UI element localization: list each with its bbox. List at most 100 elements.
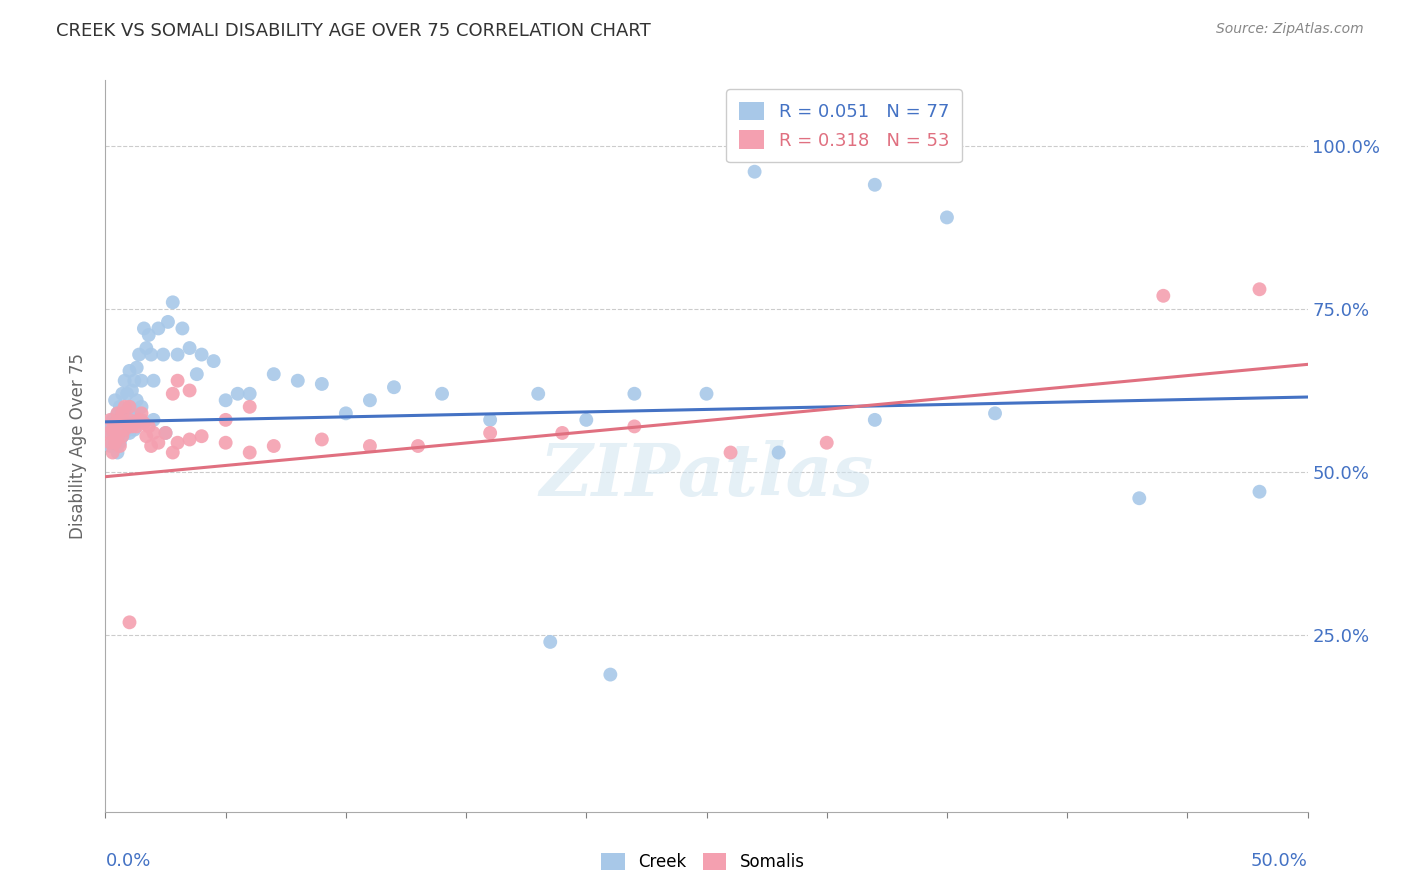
- Somalis: [98, 435, 121, 450]
- Creek: [863, 178, 886, 192]
- Somalis: [479, 425, 502, 440]
- Creek: [190, 348, 212, 362]
- Creek: [623, 386, 645, 401]
- Creek: [121, 384, 143, 398]
- Creek: [107, 445, 129, 459]
- Somalis: [815, 435, 838, 450]
- Creek: [179, 341, 201, 355]
- Creek: [108, 400, 131, 414]
- Somalis: [118, 615, 141, 630]
- Somalis: [104, 435, 127, 450]
- Creek: [138, 328, 160, 343]
- Somalis: [406, 439, 429, 453]
- Somalis: [114, 400, 136, 414]
- Creek: [111, 429, 134, 443]
- Creek: [382, 380, 405, 394]
- Somalis: [720, 445, 742, 459]
- Somalis: [179, 384, 201, 398]
- Somalis: [214, 435, 236, 450]
- Creek: [1249, 484, 1271, 499]
- Creek: [152, 348, 174, 362]
- Creek: [98, 439, 121, 453]
- Creek: [155, 425, 177, 440]
- Somalis: [125, 419, 148, 434]
- Somalis: [179, 433, 201, 447]
- Creek: [527, 386, 550, 401]
- Creek: [107, 406, 129, 420]
- Creek: [135, 341, 157, 355]
- Text: CREEK VS SOMALI DISABILITY AGE OVER 75 CORRELATION CHART: CREEK VS SOMALI DISABILITY AGE OVER 75 C…: [56, 22, 651, 40]
- Creek: [139, 348, 162, 362]
- Somalis: [166, 374, 188, 388]
- Creek: [128, 348, 150, 362]
- Somalis: [166, 435, 188, 450]
- Creek: [118, 425, 141, 440]
- Creek: [162, 295, 184, 310]
- Creek: [575, 413, 598, 427]
- Creek: [121, 406, 143, 420]
- Creek: [108, 435, 131, 450]
- Somalis: [104, 416, 127, 430]
- Somalis: [97, 425, 120, 440]
- Somalis: [190, 429, 212, 443]
- Creek: [108, 419, 131, 434]
- Somalis: [359, 439, 381, 453]
- Creek: [359, 393, 381, 408]
- Creek: [97, 423, 120, 437]
- Legend: Creek, Somalis: Creek, Somalis: [593, 845, 813, 880]
- Creek: [263, 367, 285, 381]
- Somalis: [118, 413, 141, 427]
- Somalis: [162, 386, 184, 401]
- Somalis: [118, 400, 141, 414]
- Creek: [131, 400, 153, 414]
- Creek: [131, 413, 153, 427]
- Somalis: [124, 416, 146, 430]
- Creek: [599, 667, 621, 681]
- Creek: [132, 321, 155, 335]
- Somalis: [101, 445, 124, 459]
- Creek: [156, 315, 179, 329]
- Creek: [538, 635, 561, 649]
- Somalis: [311, 433, 333, 447]
- Creek: [118, 364, 141, 378]
- Creek: [131, 374, 153, 388]
- Somalis: [138, 419, 160, 434]
- Creek: [311, 376, 333, 391]
- Somalis: [132, 416, 155, 430]
- Somalis: [98, 413, 121, 427]
- Creek: [1128, 491, 1150, 506]
- Creek: [114, 413, 136, 427]
- Creek: [984, 406, 1007, 420]
- Creek: [430, 386, 453, 401]
- Creek: [226, 386, 249, 401]
- Creek: [142, 413, 165, 427]
- Somalis: [239, 445, 262, 459]
- Somalis: [142, 425, 165, 440]
- Creek: [744, 165, 766, 179]
- Creek: [148, 321, 170, 335]
- Somalis: [623, 419, 645, 434]
- Somalis: [155, 425, 177, 440]
- Somalis: [108, 413, 131, 427]
- Creek: [186, 367, 208, 381]
- Somalis: [128, 413, 150, 427]
- Creek: [335, 406, 357, 420]
- Somalis: [107, 406, 129, 420]
- Creek: [936, 211, 959, 225]
- Creek: [104, 416, 127, 430]
- Creek: [125, 360, 148, 375]
- Creek: [214, 393, 236, 408]
- Somalis: [121, 419, 143, 434]
- Creek: [114, 374, 136, 388]
- Creek: [114, 425, 136, 440]
- Creek: [202, 354, 225, 368]
- Somalis: [1249, 282, 1271, 296]
- Text: Source: ZipAtlas.com: Source: ZipAtlas.com: [1216, 22, 1364, 37]
- Creek: [101, 425, 124, 440]
- Creek: [172, 321, 194, 335]
- Somalis: [131, 406, 153, 420]
- Somalis: [551, 425, 574, 440]
- Creek: [124, 403, 146, 417]
- Somalis: [135, 429, 157, 443]
- Creek: [696, 386, 718, 401]
